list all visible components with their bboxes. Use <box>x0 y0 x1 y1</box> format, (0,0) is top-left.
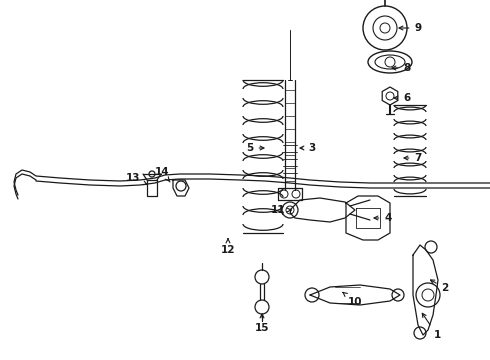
Text: 7: 7 <box>404 153 422 163</box>
Text: 14: 14 <box>155 167 170 182</box>
Text: 10: 10 <box>343 292 362 307</box>
Text: 11: 11 <box>271 205 291 215</box>
Text: 2: 2 <box>431 280 449 293</box>
Text: 6: 6 <box>394 93 411 103</box>
Text: 15: 15 <box>255 314 269 333</box>
Text: 3: 3 <box>300 143 316 153</box>
Text: 8: 8 <box>392 63 411 73</box>
Text: 12: 12 <box>221 239 235 255</box>
Text: 13: 13 <box>126 173 147 185</box>
Text: 1: 1 <box>422 313 441 340</box>
Text: 4: 4 <box>374 213 392 223</box>
Text: 9: 9 <box>399 23 421 33</box>
Text: 5: 5 <box>246 143 264 153</box>
